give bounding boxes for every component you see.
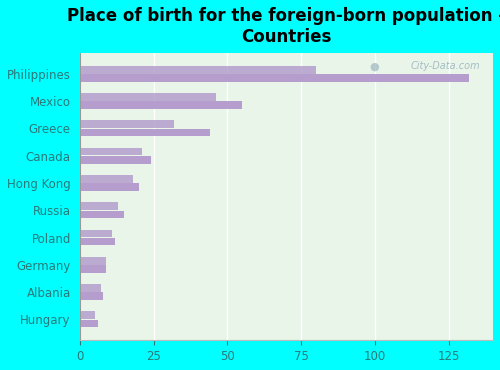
Bar bbox=[80, 148, 142, 155]
Text: ●: ● bbox=[369, 61, 379, 71]
Bar bbox=[80, 74, 469, 82]
Bar bbox=[80, 93, 216, 101]
Bar bbox=[80, 121, 174, 128]
Bar bbox=[80, 211, 124, 218]
Bar bbox=[80, 238, 116, 245]
Bar bbox=[80, 257, 106, 265]
Bar bbox=[80, 129, 210, 136]
Bar bbox=[80, 292, 104, 300]
Bar bbox=[80, 183, 139, 191]
Bar bbox=[80, 230, 112, 237]
Text: City-Data.com: City-Data.com bbox=[411, 61, 480, 71]
Bar bbox=[80, 265, 106, 273]
Bar bbox=[80, 66, 316, 74]
Bar bbox=[80, 101, 242, 109]
Bar bbox=[80, 284, 100, 292]
Bar bbox=[80, 202, 118, 210]
Title: Place of birth for the foreign-born population -
Countries: Place of birth for the foreign-born popu… bbox=[68, 7, 500, 46]
Bar bbox=[80, 312, 94, 319]
Bar bbox=[80, 320, 98, 327]
Bar bbox=[80, 175, 133, 183]
Bar bbox=[80, 156, 150, 164]
